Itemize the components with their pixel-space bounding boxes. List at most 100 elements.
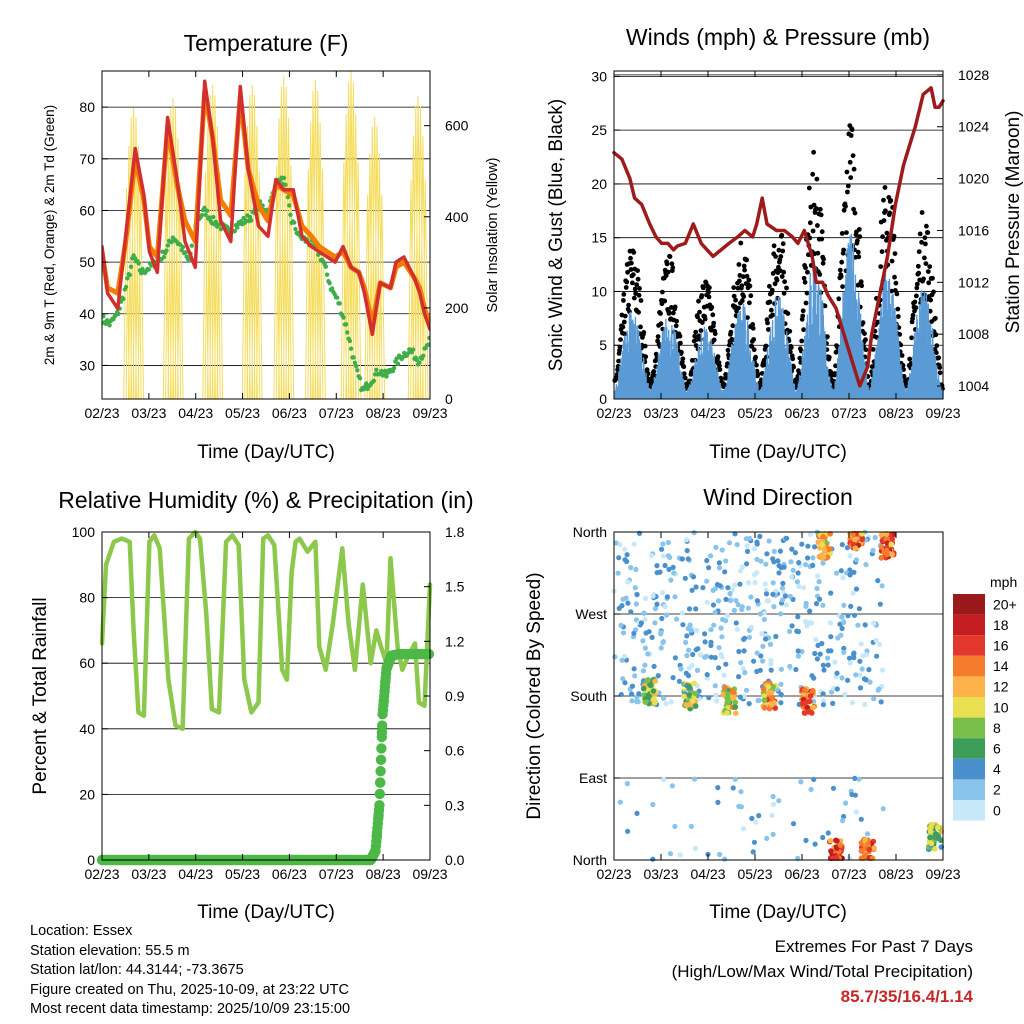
direction-point bbox=[852, 545, 859, 551]
gust-point bbox=[797, 355, 803, 361]
direction-point bbox=[876, 686, 882, 692]
direction-point bbox=[619, 657, 625, 663]
direction-point bbox=[712, 586, 719, 592]
gust-point bbox=[765, 320, 770, 326]
direction-point bbox=[660, 639, 666, 646]
winds-xtick-label: 08/23 bbox=[878, 405, 913, 421]
pressure-rtick-label: 1024 bbox=[958, 119, 989, 135]
precip-point bbox=[376, 743, 387, 754]
gust-point bbox=[621, 292, 627, 297]
gust-point bbox=[931, 289, 936, 295]
gust-point bbox=[631, 250, 637, 255]
direction-point bbox=[841, 619, 847, 626]
direction-point bbox=[778, 565, 784, 571]
direction-point bbox=[617, 799, 623, 805]
dewpoint-point bbox=[288, 212, 293, 217]
gust-point bbox=[863, 347, 869, 353]
direction-point bbox=[621, 653, 628, 660]
direction-point bbox=[749, 624, 755, 630]
direction-point bbox=[928, 824, 934, 830]
direction-xtick-label: 07/23 bbox=[831, 866, 866, 882]
direction-point bbox=[631, 541, 637, 547]
solar-insolation-day bbox=[305, 80, 326, 399]
temperature-ytick-label: 60 bbox=[79, 202, 95, 218]
direction-point bbox=[825, 830, 831, 836]
dewpoint-point bbox=[355, 368, 360, 373]
direction-point bbox=[746, 701, 752, 707]
dewpoint-point bbox=[281, 175, 287, 181]
direction-point bbox=[888, 541, 895, 547]
dewpoint-point bbox=[405, 351, 411, 356]
humidity-ytick-label: 40 bbox=[79, 721, 95, 737]
gust-point bbox=[672, 304, 678, 310]
direction-point bbox=[649, 634, 655, 641]
direction-point bbox=[654, 601, 660, 607]
direction-point bbox=[776, 570, 782, 576]
humidity-xtick-label: 04/23 bbox=[178, 866, 213, 882]
direction-point bbox=[847, 660, 853, 666]
wind-direction-xlabel: Time (Day/UTC) bbox=[709, 902, 847, 923]
direction-point bbox=[678, 666, 684, 672]
direction-point bbox=[725, 691, 731, 697]
direction-point bbox=[660, 541, 666, 547]
direction-point bbox=[857, 672, 863, 678]
direction-point bbox=[883, 531, 890, 537]
direction-point bbox=[839, 542, 845, 548]
direction-point bbox=[820, 602, 826, 608]
direction-point bbox=[769, 812, 775, 818]
direction-point bbox=[790, 821, 797, 827]
direction-point bbox=[848, 603, 854, 610]
gust-point bbox=[802, 279, 808, 285]
gust-point bbox=[736, 305, 741, 311]
gust-point bbox=[755, 371, 761, 377]
direction-point bbox=[726, 540, 733, 546]
gust-point bbox=[764, 354, 769, 360]
direction-point bbox=[834, 686, 840, 692]
direction-point bbox=[704, 599, 710, 605]
direction-point bbox=[625, 828, 631, 834]
direction-point bbox=[686, 701, 692, 708]
direction-point bbox=[716, 560, 722, 566]
direction-point bbox=[742, 670, 748, 676]
direction-point bbox=[845, 613, 851, 619]
direction-point bbox=[794, 579, 801, 585]
station-elevation: Station elevation: 55.5 m bbox=[30, 942, 190, 959]
gust-point bbox=[717, 367, 723, 372]
gust-point bbox=[887, 210, 893, 216]
temperature-series bbox=[102, 71, 430, 399]
temperature-xtick-label: 07/23 bbox=[319, 405, 354, 421]
direction-point bbox=[702, 639, 708, 645]
gust-point bbox=[628, 255, 633, 261]
gust-point bbox=[791, 364, 796, 370]
direction-point bbox=[670, 675, 676, 681]
pressure-rtick-label: 1016 bbox=[958, 222, 989, 238]
dewpoint-point bbox=[347, 338, 353, 344]
direction-point bbox=[624, 552, 630, 558]
direction-point bbox=[760, 643, 766, 650]
gust-point bbox=[670, 265, 676, 271]
gust-point bbox=[811, 149, 816, 155]
precip-point bbox=[375, 766, 386, 777]
direction-point bbox=[628, 564, 634, 571]
direction-point bbox=[714, 698, 720, 704]
gust-point bbox=[641, 330, 647, 335]
direction-point bbox=[795, 629, 802, 635]
direction-point bbox=[764, 598, 770, 604]
direction-point bbox=[808, 620, 815, 626]
gust-point bbox=[711, 337, 717, 343]
direction-xtick-label: 05/23 bbox=[737, 866, 772, 882]
direction-point bbox=[778, 691, 784, 698]
direction-point bbox=[834, 570, 840, 576]
direction-point bbox=[832, 659, 838, 665]
gust-point bbox=[651, 369, 657, 374]
direction-point bbox=[834, 670, 840, 676]
direction-point bbox=[665, 539, 672, 546]
direction-point bbox=[820, 534, 826, 540]
gust-point bbox=[926, 280, 932, 286]
direction-point bbox=[617, 542, 623, 548]
direction-point bbox=[934, 824, 941, 831]
direction-point bbox=[878, 532, 885, 538]
gust-point bbox=[923, 241, 928, 247]
gust-point bbox=[837, 267, 843, 273]
direction-point bbox=[828, 634, 834, 640]
